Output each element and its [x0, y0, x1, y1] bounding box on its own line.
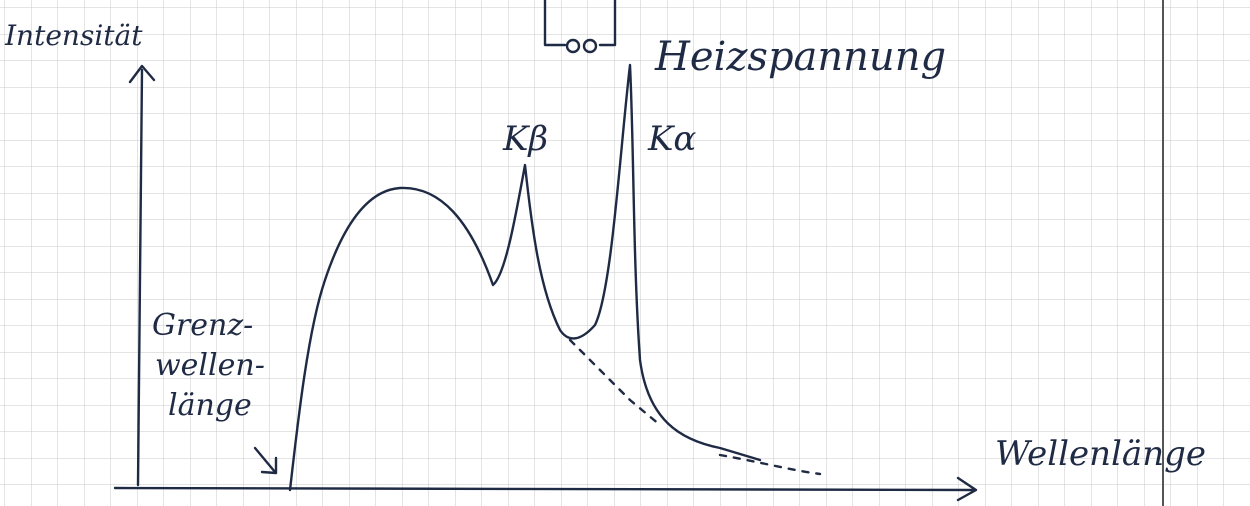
cutoff-label: wellen- [155, 348, 265, 383]
x-axis-label: Wellenlänge [995, 434, 1206, 474]
cutoff-label: länge [168, 388, 252, 423]
peak-label: Kα [647, 119, 696, 159]
y-axis-label: Intensität [4, 19, 143, 52]
voltage-label: Heizspannung [654, 34, 946, 80]
cutoff-label: Grenz- [152, 308, 253, 343]
grid-paper [0, 0, 1250, 506]
peak-label: Kβ [502, 119, 548, 159]
diagram: Intensität Heizspannung Kβ Kα Grenz- wel… [0, 0, 1250, 506]
